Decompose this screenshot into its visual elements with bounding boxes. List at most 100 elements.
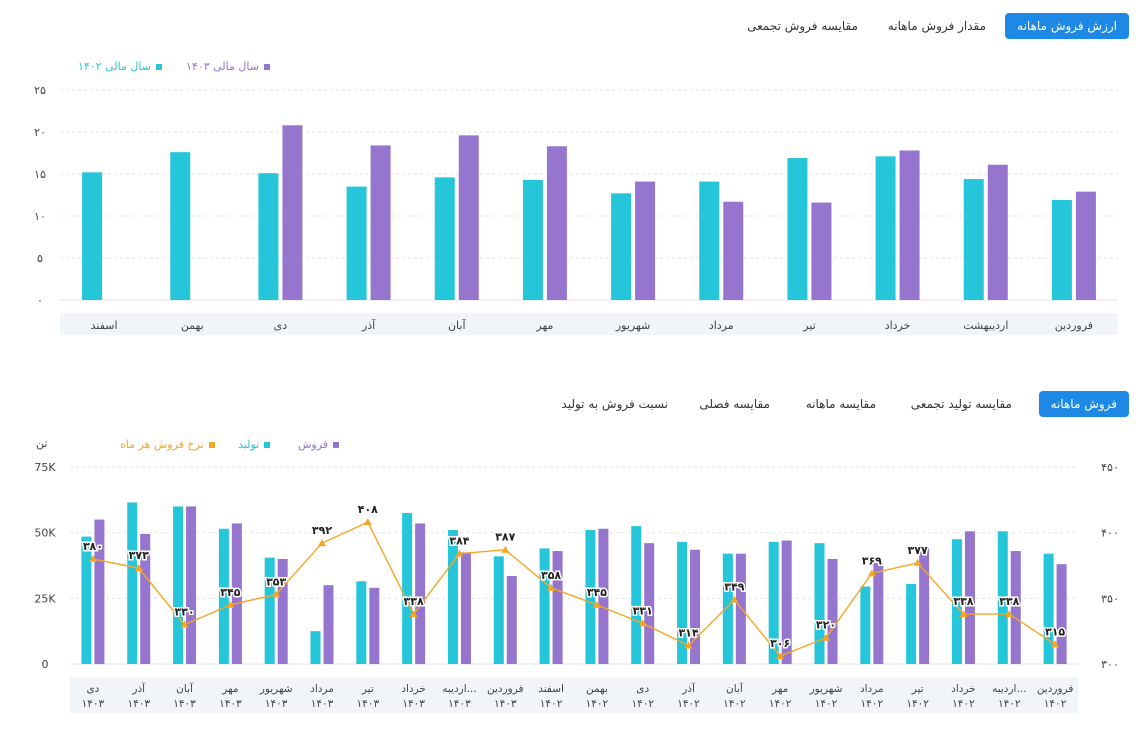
rate-data-label: ۳۳۱ — [633, 604, 653, 617]
rate-point — [501, 545, 510, 553]
category-band — [60, 313, 1118, 335]
y-tick-label: ۱۵ — [34, 168, 46, 181]
top-tab-monthly-sales-quantity[interactable]: مقدار فروش ماهانه — [887, 19, 986, 33]
bottom-tab-seasonal-comparison[interactable]: مقایسه فصلی — [699, 397, 770, 411]
legend-swatch-icon — [333, 442, 340, 448]
x-tick-label: مهر — [535, 319, 553, 332]
x-tick-label: ۱۴۰۲ — [631, 698, 654, 710]
bar — [415, 523, 426, 664]
y-tick-label: ۲۵ — [34, 84, 46, 97]
x-tick-label: مهر — [221, 683, 238, 695]
bottom-tab-cumulative-production[interactable]: مقایسه تولید تجمعی — [910, 397, 1012, 411]
rate-data-label: ۳۷۳ — [129, 549, 149, 562]
x-tick-label: ۱۴۰۲ — [586, 698, 609, 710]
rate-point — [959, 610, 968, 618]
rate-data-label: ۳۶۹ — [862, 554, 882, 567]
bar — [140, 533, 151, 664]
rate-data-label: ۳۴۵ — [220, 586, 240, 599]
rate-point — [638, 619, 647, 627]
bar — [506, 576, 517, 664]
bar — [81, 536, 92, 664]
bottom-tab-monthly-comparison[interactable]: مقایسه ماهانه — [805, 397, 876, 411]
bar — [186, 506, 197, 664]
x-tick-label: شهریور — [615, 319, 650, 332]
bar — [447, 530, 458, 664]
bar — [987, 164, 1008, 300]
x-tick-label: ۱۴۰۳ — [127, 698, 150, 710]
x-tick-label: تیر — [802, 319, 815, 332]
legend-1403[interactable]: سال مالی ۱۴۰۳ — [186, 60, 270, 73]
y-tick-label: ۰ — [37, 294, 43, 307]
bar — [1010, 551, 1021, 664]
rate-point — [913, 558, 922, 566]
x-tick-label: مرداد — [860, 683, 884, 695]
x-tick-label: ۱۴۰۳ — [173, 698, 196, 710]
bar — [814, 543, 825, 664]
bar — [231, 523, 242, 664]
top-tab-monthly-sales-value[interactable]: ارزش فروش ماهانه — [1005, 13, 1129, 39]
x-tick-label: بهمن — [586, 683, 608, 695]
x-tick-label: ۱۴۰۳ — [357, 698, 380, 710]
bar — [631, 526, 642, 664]
rate-data-label: ۳۸۴ — [449, 535, 469, 548]
legend-sales[interactable]: فروش — [298, 438, 340, 451]
legend-monthly-rate[interactable]: نرخ فروش هر ماه — [120, 438, 215, 451]
legend-1402[interactable]: سال مالی ۱۴۰۲ — [78, 60, 162, 73]
bar — [875, 156, 896, 300]
legend-label: فروش — [298, 438, 329, 451]
bar — [690, 549, 701, 664]
bar — [919, 547, 930, 664]
bar — [264, 557, 275, 664]
rate-point — [730, 595, 739, 603]
y-tick-label: ۵ — [37, 252, 43, 265]
rate-point — [684, 641, 693, 649]
bottom-tab-sales-production-ratio[interactable]: نسبت فروش به تولید — [561, 397, 668, 411]
rate-point — [455, 549, 464, 557]
legend-label: سال مالی ۱۴۰۲ — [78, 60, 151, 73]
y-tick-label: 0 — [42, 658, 49, 671]
bar — [635, 181, 656, 300]
bar — [323, 585, 334, 664]
bar — [173, 506, 184, 664]
top-tab-cumulative-sales[interactable]: مقایسه فروش تجمعی — [747, 19, 858, 33]
rate-point — [134, 564, 143, 572]
rate-data-label: ۳۲۰ — [816, 619, 836, 632]
y2-tick-label: ۳۰۰ — [1101, 658, 1119, 671]
rate-data-label: ۳۵۸ — [541, 569, 561, 582]
x-tick-label: دی — [636, 683, 649, 695]
legend-production[interactable]: تولید — [238, 438, 271, 451]
bottom-tab-monthly-sales[interactable]: فروش ماهانه — [1038, 391, 1129, 417]
x-tick-label: اردیبه... — [992, 683, 1026, 695]
bar — [282, 125, 303, 300]
bar — [699, 181, 720, 300]
y2-tick-label: ۴۵۰ — [1101, 461, 1119, 474]
rate-point — [318, 539, 326, 547]
bar — [585, 530, 596, 664]
x-tick-label: خرداد — [401, 683, 426, 695]
bar — [723, 201, 744, 300]
x-tick-label: ۱۴۰۳ — [402, 698, 425, 710]
rate-point — [88, 554, 97, 562]
x-tick-label: آبان — [448, 318, 466, 332]
bar — [644, 543, 655, 664]
rate-data-label: ۳۰۶ — [770, 637, 790, 650]
rate-data-label: ۳۹۲ — [312, 524, 332, 537]
bar — [346, 186, 367, 300]
bar — [598, 528, 609, 664]
bar — [860, 586, 871, 664]
y-tick-label: ۲۰ — [34, 126, 46, 139]
legend-swatch-icon — [263, 64, 270, 70]
rate-data-label: ۳۳۸ — [404, 595, 424, 608]
x-tick-label: ۱۴۰۲ — [815, 698, 838, 710]
x-tick-label: اسفند — [538, 683, 564, 695]
bar — [356, 581, 367, 664]
x-tick-label: اردیبه... — [442, 683, 476, 695]
rate-data-label: ۳۸۰ — [83, 540, 103, 553]
bar — [310, 631, 321, 664]
bar — [434, 177, 455, 300]
x-tick-label: مرداد — [709, 319, 734, 332]
legend-label: نرخ فروش هر ماه — [120, 438, 204, 451]
rate-data-label: ۳۳۸ — [953, 595, 973, 608]
bar — [369, 587, 380, 664]
rate-point — [1005, 610, 1014, 618]
